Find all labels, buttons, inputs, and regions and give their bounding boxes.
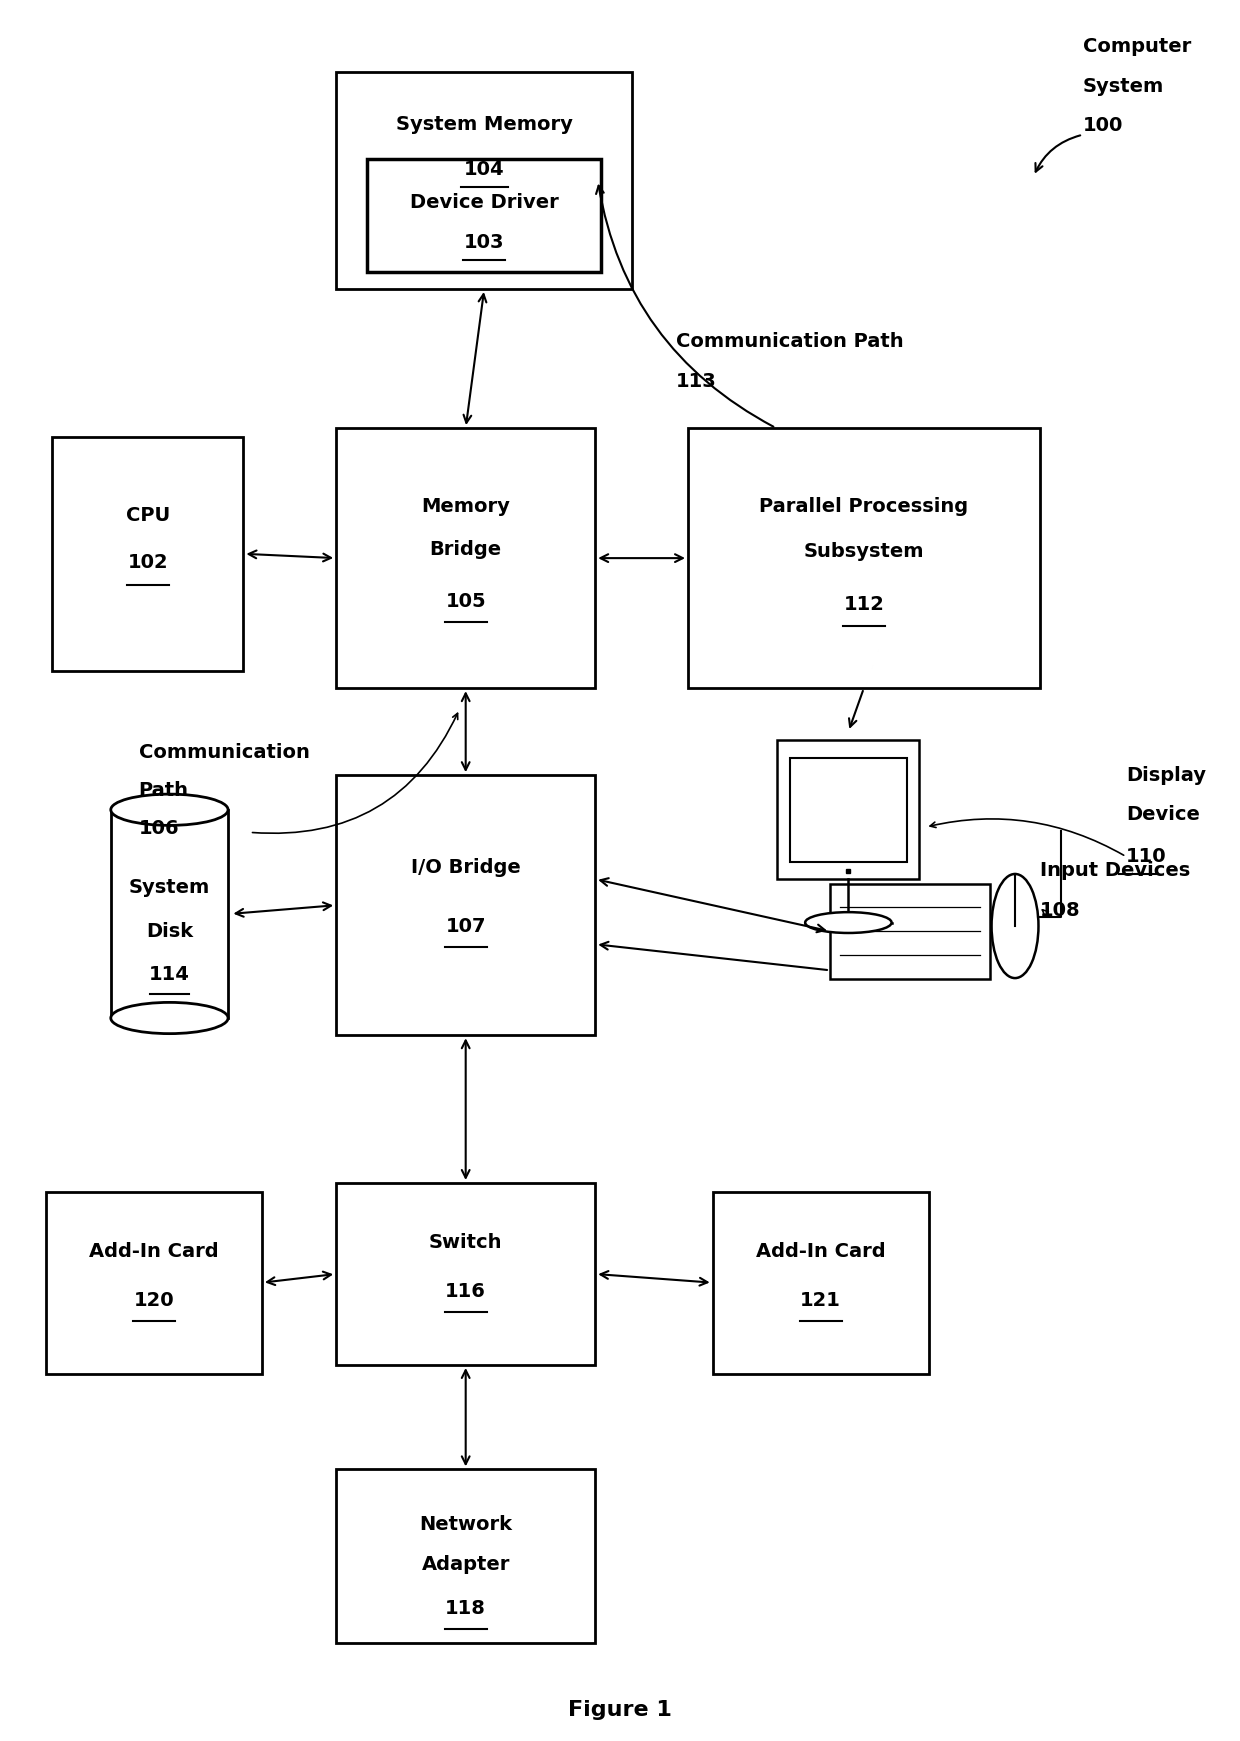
FancyBboxPatch shape (336, 775, 595, 1036)
Text: I/O Bridge: I/O Bridge (410, 858, 521, 876)
Text: 120: 120 (134, 1290, 175, 1309)
Text: Network: Network (419, 1515, 512, 1534)
Ellipse shape (110, 1003, 228, 1034)
Ellipse shape (805, 912, 892, 933)
FancyBboxPatch shape (713, 1191, 929, 1374)
Text: Device Driver: Device Driver (410, 193, 558, 212)
Ellipse shape (110, 794, 228, 825)
FancyBboxPatch shape (790, 757, 906, 862)
FancyBboxPatch shape (777, 740, 919, 879)
Text: 107: 107 (445, 916, 486, 935)
FancyBboxPatch shape (52, 437, 243, 670)
Text: Device: Device (1126, 806, 1200, 825)
Text: Add-In Card: Add-In Card (756, 1241, 885, 1260)
Text: 100: 100 (1083, 117, 1123, 136)
Text: Computer: Computer (1083, 37, 1192, 56)
Text: 103: 103 (464, 233, 505, 252)
Text: System: System (1083, 77, 1164, 96)
Text: Bridge: Bridge (429, 540, 502, 559)
FancyBboxPatch shape (336, 1182, 595, 1365)
Text: 110: 110 (1126, 848, 1167, 865)
Text: Display: Display (1126, 766, 1207, 785)
FancyBboxPatch shape (336, 71, 632, 289)
Text: 105: 105 (445, 592, 486, 611)
Text: Adapter: Adapter (422, 1555, 510, 1574)
Text: Communication Path: Communication Path (676, 333, 903, 350)
Text: Parallel Processing: Parallel Processing (759, 496, 968, 515)
FancyBboxPatch shape (46, 1191, 262, 1374)
FancyBboxPatch shape (336, 1469, 595, 1644)
Text: 118: 118 (445, 1598, 486, 1617)
FancyBboxPatch shape (336, 428, 595, 688)
FancyBboxPatch shape (830, 883, 991, 978)
Text: 102: 102 (128, 554, 169, 573)
Polygon shape (110, 810, 228, 1018)
Text: Figure 1: Figure 1 (568, 1701, 672, 1720)
Text: Input Devices: Input Devices (1039, 862, 1190, 879)
Text: Subsystem: Subsystem (804, 541, 924, 561)
Text: Switch: Switch (429, 1233, 502, 1252)
FancyBboxPatch shape (688, 428, 1039, 688)
Text: CPU: CPU (125, 507, 170, 526)
Text: 112: 112 (843, 595, 884, 615)
Text: 116: 116 (445, 1281, 486, 1301)
Text: Memory: Memory (422, 496, 510, 515)
Text: Communication: Communication (139, 743, 310, 763)
Text: System Memory: System Memory (396, 115, 573, 134)
Text: System: System (129, 879, 210, 897)
Ellipse shape (992, 874, 1038, 978)
Text: 114: 114 (149, 965, 190, 984)
Text: 108: 108 (1039, 900, 1080, 919)
Text: Disk: Disk (146, 921, 193, 940)
Text: Path: Path (139, 782, 188, 801)
Text: 104: 104 (464, 160, 505, 179)
Text: 121: 121 (800, 1290, 841, 1309)
Text: Add-In Card: Add-In Card (89, 1241, 218, 1260)
Text: 106: 106 (139, 820, 180, 839)
FancyBboxPatch shape (367, 158, 601, 272)
Text: 113: 113 (676, 371, 717, 390)
